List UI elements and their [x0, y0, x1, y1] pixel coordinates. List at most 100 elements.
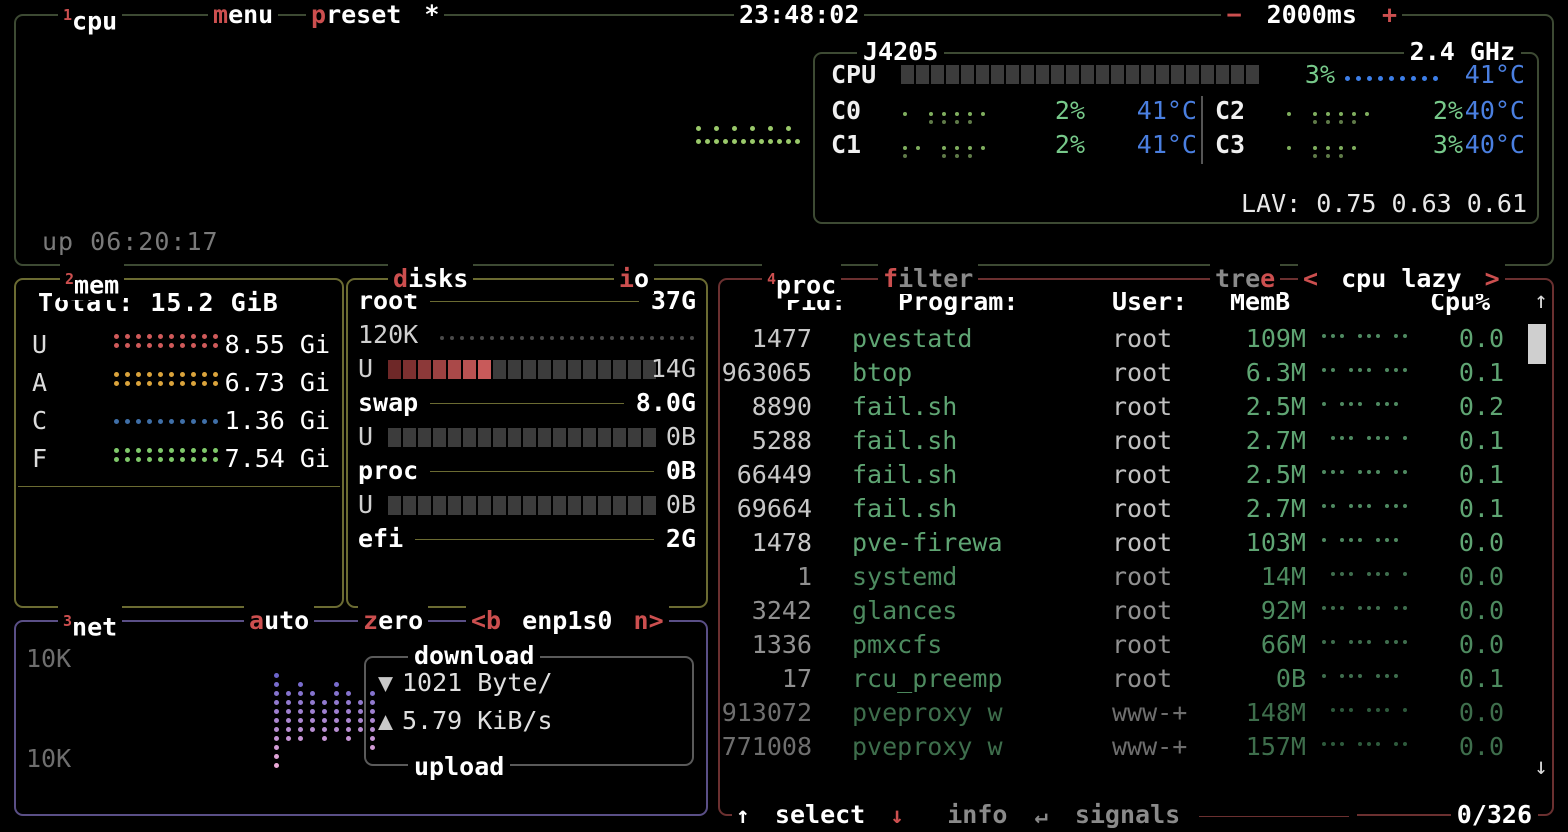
disk-entry-root[interactable]: root 37G — [358, 286, 696, 316]
preset-hotkey: p — [311, 0, 327, 29]
net-interface-selector[interactable]: <b enp1s0 n> — [466, 606, 669, 636]
process-row[interactable]: 1478 pve-firewa root 103M 0.0 — [730, 526, 1542, 560]
memory-panel-title-text: mem — [74, 270, 120, 300]
process-row[interactable]: 1336 pmxcfs root 66M 0.0 — [730, 628, 1542, 662]
io-hotkey: i — [618, 264, 634, 293]
sort-next-button[interactable]: > — [1484, 264, 1500, 293]
interval-increase-button[interactable]: + — [1381, 0, 1397, 29]
disk-rule — [430, 470, 654, 472]
process-cpu-percent: 0.1 — [1458, 664, 1504, 693]
net-zero-button[interactable]: zero — [358, 606, 429, 636]
cpu-panel-title[interactable]: 1cpu — [58, 0, 123, 37]
menu-button[interactable]: menu — [208, 0, 279, 30]
disk-used-label: U — [358, 422, 374, 451]
signals-action-label[interactable]: signals — [1074, 800, 1181, 829]
process-user: root — [1112, 426, 1173, 455]
process-user: root — [1112, 596, 1173, 625]
core-percent-c0: 2% — [1054, 96, 1085, 125]
net-auto-label: uto — [264, 606, 310, 635]
io-panel-title[interactable]: io — [613, 264, 654, 294]
disks-panel-title[interactable]: disks — [388, 264, 474, 294]
process-memory: 2.7M — [1245, 494, 1306, 523]
core-temp-c3: 40°C — [1464, 130, 1525, 159]
scroll-up-arrow-icon[interactable]: ↑ — [1534, 288, 1548, 314]
process-memory: 2.7M — [1245, 426, 1306, 455]
scroll-down-arrow-icon[interactable]: ↓ — [1534, 754, 1548, 780]
disk-entry-efi[interactable]: efi 2G — [358, 524, 696, 554]
processes-panel-title[interactable]: 4proc — [762, 264, 842, 301]
tree-toggle-button[interactable]: tree — [1210, 264, 1281, 294]
select-down-icon[interactable]: ↓ — [890, 803, 905, 829]
process-pid: 17 — [781, 664, 812, 693]
process-pid: 771008 — [721, 732, 812, 761]
interval-control[interactable]: − 2000ms + — [1221, 0, 1402, 30]
process-user: root — [1112, 664, 1173, 693]
process-cpu-percent: 0.1 — [1458, 358, 1504, 387]
disk-entry-swap[interactable]: swap 8.0G — [358, 388, 696, 418]
core-label-c2: C2 — [1215, 96, 1246, 125]
select-action-label[interactable]: select — [774, 800, 866, 829]
menu-hotkey: m — [213, 0, 229, 29]
process-pid: 66449 — [736, 460, 812, 489]
processes-panel-index: 4 — [767, 270, 777, 288]
memory-panel: 2mem Total: 15.2 GiB U 8.55 Gi A 6.73 Gi C 1.… — [14, 264, 344, 608]
net-rates-box: download upload ▼ 1021 Byte/ ▲ 5.79 KiB/s — [364, 641, 694, 781]
process-row[interactable]: 8890 fail.sh root 2.5M 0.2 — [730, 390, 1542, 424]
net-zero-hotkey: z — [363, 606, 379, 635]
process-row[interactable]: 771008 pveproxy w www-+ 157M 0.0 — [722, 730, 1542, 764]
net-iface-prev-button[interactable]: <b — [471, 606, 502, 635]
process-row[interactable]: 963065 btop root 6.3M 0.1 — [722, 356, 1542, 390]
info-action-label[interactable]: info — [947, 800, 1008, 829]
cpu-total-label: CPU — [831, 60, 877, 89]
core-row-c0: C0 2% 41°C C2 2% 40°C — [825, 94, 1529, 164]
process-row[interactable]: 1 systemd root 14M 0.0 — [730, 560, 1542, 594]
cpu-frequency: 2.4 GHz — [1403, 37, 1521, 66]
process-row[interactable]: 69664 fail.sh root 2.7M 0.1 — [730, 492, 1542, 526]
process-pid: 1477 — [751, 324, 812, 353]
process-row[interactable]: 66449 fail.sh root 2.5M 0.1 — [730, 458, 1542, 492]
process-user: www-+ — [1112, 732, 1188, 761]
select-up-icon[interactable]: ↑ — [736, 803, 750, 829]
net-iface-next-button[interactable]: n> — [633, 606, 664, 635]
process-memory: 2.5M — [1245, 392, 1306, 421]
process-row[interactable]: 913072 pveproxy w www-+ 148M 0.0 — [722, 696, 1542, 730]
core-temp-c1: 41°C — [1136, 130, 1197, 159]
filter-button[interactable]: filter — [878, 264, 979, 294]
column-header-user[interactable]: User: — [1112, 287, 1188, 316]
sort-prev-button[interactable]: < — [1303, 264, 1319, 293]
memory-row-u: U 8.55 Gi — [30, 328, 334, 362]
process-name: fail.sh — [852, 426, 958, 455]
sort-field-label: cpu lazy — [1341, 264, 1462, 293]
process-row[interactable]: 3242 glances root 92M 0.0 — [730, 594, 1542, 628]
memory-row-value: 1.36 Gi — [224, 406, 330, 435]
interval-decrease-button[interactable]: − — [1226, 0, 1242, 29]
process-user: root — [1112, 562, 1173, 591]
process-row[interactable]: 1477 pvestatd root 109M 0.0 — [730, 322, 1542, 356]
memory-row-f: F 7.54 Gi — [30, 442, 334, 476]
disk-name: root — [358, 286, 425, 316]
process-row[interactable]: 17 rcu_preemp root 0B 0.1 — [730, 662, 1542, 696]
memory-row-a: A 6.73 Gi — [30, 366, 334, 400]
disk-usage-row-swap: U 0B — [358, 422, 696, 452]
net-auto-button[interactable]: auto — [244, 606, 315, 636]
process-row[interactable]: 5288 fail.sh root 2.7M 0.1 — [730, 424, 1542, 458]
process-user: root — [1112, 324, 1173, 353]
disk-entry-proc[interactable]: proc 0B — [358, 456, 696, 486]
process-cpu-percent: 0.0 — [1458, 630, 1504, 659]
network-panel-title[interactable]: 3net — [58, 606, 123, 643]
process-name: pveproxy w — [852, 732, 1003, 761]
process-memory: 66M — [1260, 630, 1306, 659]
preset-button[interactable]: preset * — [306, 0, 445, 30]
process-pid: 1 — [796, 562, 812, 591]
process-memory: 2.5M — [1245, 460, 1306, 489]
process-cpu-percent: 0.0 — [1458, 732, 1504, 761]
process-memory: 0B — [1275, 664, 1306, 693]
menu-label: enu — [228, 0, 274, 29]
sort-selector[interactable]: < cpu lazy > — [1298, 264, 1505, 294]
process-memory: 109M — [1245, 324, 1306, 353]
process-name: systemd — [852, 562, 958, 591]
filter-label: ilter — [898, 264, 974, 293]
memory-row-key: U — [32, 330, 48, 359]
memory-panel-title[interactable]: 2mem — [60, 264, 125, 301]
process-scrollbar-thumb[interactable] — [1528, 324, 1546, 364]
